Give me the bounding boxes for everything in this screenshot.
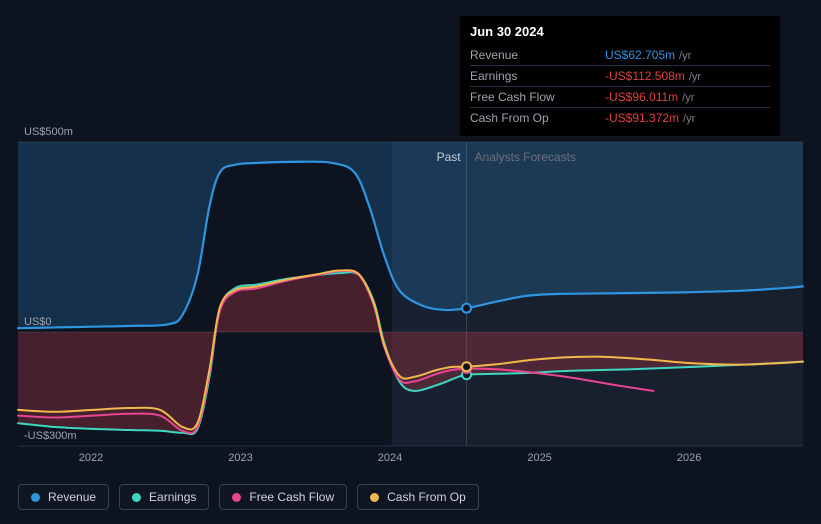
tooltip-row-label: Revenue [470, 45, 605, 66]
y-axis-label: US$0 [24, 316, 52, 328]
tooltip-row-label: Cash From Op [470, 108, 605, 129]
tooltip-date: Jun 30 2024 [470, 24, 770, 39]
tooltip-table: RevenueUS$62.705m/yrEarnings-US$112.508m… [470, 45, 770, 128]
legend-label: Revenue [48, 490, 96, 504]
legend-item-earnings[interactable]: Earnings [119, 484, 209, 510]
tooltip-row: Earnings-US$112.508m/yr [470, 66, 770, 87]
x-axis-label: 2023 [228, 452, 252, 464]
tooltip-row: Cash From Op-US$91.372m/yr [470, 108, 770, 129]
tooltip-row-label: Free Cash Flow [470, 87, 605, 108]
legend-item-fcf[interactable]: Free Cash Flow [219, 484, 347, 510]
forecast-section-label: Analysts Forecasts [475, 150, 576, 164]
legend-label: Earnings [149, 490, 196, 504]
legend-swatch [232, 493, 241, 502]
legend-swatch [132, 493, 141, 502]
tooltip-row: Free Cash Flow-US$96.011m/yr [470, 87, 770, 108]
tooltip-row: RevenueUS$62.705m/yr [470, 45, 770, 66]
chart-legend: Revenue Earnings Free Cash Flow Cash From O… [18, 484, 479, 510]
legend-swatch [370, 493, 379, 502]
x-axis-label: 2025 [527, 452, 551, 464]
legend-item-cfo[interactable]: Cash From Op [357, 484, 479, 510]
x-axis-label: 2024 [378, 452, 402, 464]
tooltip-row-value: -US$96.011m/yr [605, 87, 770, 108]
x-axis-label: 2026 [677, 452, 701, 464]
chart-tooltip: Jun 30 2024 RevenueUS$62.705m/yrEarnings… [460, 16, 780, 136]
y-axis-label: US$500m [24, 126, 73, 138]
financial-chart: Jun 30 2024 RevenueUS$62.705m/yrEarnings… [0, 0, 821, 524]
legend-label: Cash From Op [387, 490, 466, 504]
legend-label: Free Cash Flow [249, 490, 334, 504]
tooltip-row-label: Earnings [470, 66, 605, 87]
tooltip-row-value: -US$91.372m/yr [605, 108, 770, 129]
x-axis-label: 2022 [79, 452, 103, 464]
legend-item-revenue[interactable]: Revenue [18, 484, 109, 510]
tooltip-row-value: US$62.705m/yr [605, 45, 770, 66]
tooltip-row-value: -US$112.508m/yr [605, 66, 770, 87]
past-section-label: Past [437, 150, 461, 164]
legend-swatch [31, 493, 40, 502]
y-axis-label: -US$300m [24, 430, 77, 442]
